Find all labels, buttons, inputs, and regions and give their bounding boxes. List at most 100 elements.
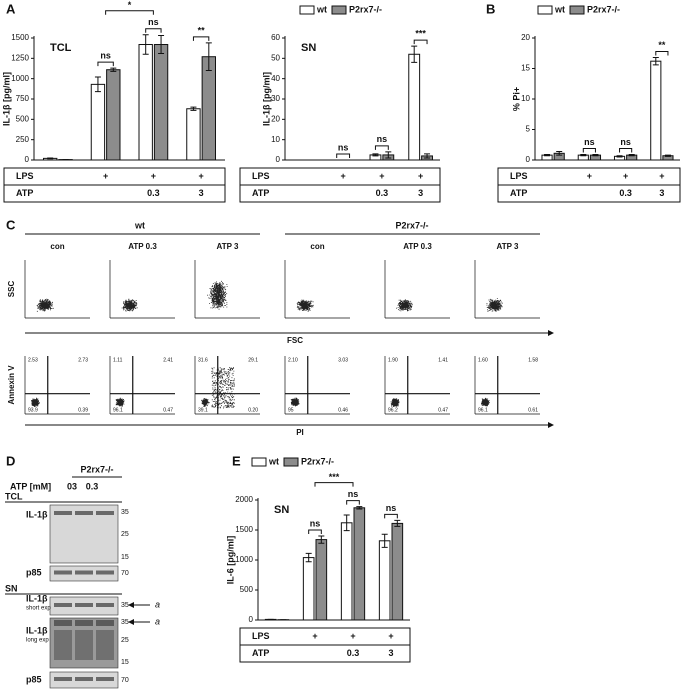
condition-value: 0.3 — [619, 188, 632, 198]
bar — [153, 44, 169, 161]
scatter-cloud — [121, 298, 138, 312]
condition-label: con — [310, 242, 324, 251]
blot-band — [96, 620, 114, 626]
strip-label: p85 — [26, 674, 42, 684]
significance-bracket — [346, 500, 360, 505]
significance-label: * — [128, 0, 132, 10]
group-label: P2rx7-/- — [395, 220, 428, 230]
bar — [201, 56, 216, 161]
quadrant-value: 3.03 — [338, 357, 348, 363]
blot-band — [75, 570, 93, 575]
legend-swatch — [299, 5, 315, 15]
error-bar — [544, 154, 551, 157]
y-tick-label: 50 — [271, 53, 280, 62]
panel-letter: A — [6, 1, 16, 16]
y-tick-label: 0 — [249, 615, 254, 624]
panel-letter: E — [232, 453, 241, 468]
condition-label: LPS — [252, 631, 270, 641]
quadrant-value: 96.2 — [388, 407, 398, 413]
significance-bracket — [655, 51, 669, 56]
quadrant-value: 96.1 — [478, 407, 488, 413]
significance-label: *** — [329, 472, 340, 482]
bar — [138, 44, 153, 161]
quadrant-value: 2.73 — [78, 357, 88, 363]
error-bar — [394, 519, 401, 527]
condition-value: + — [659, 171, 664, 181]
legend-swatch — [331, 5, 347, 15]
quadrant-value: 93.9 — [28, 407, 38, 413]
condition-value: 3 — [199, 188, 204, 198]
significance-bracket — [619, 148, 633, 153]
scatter-cloud — [115, 397, 125, 407]
scatter-cloud — [201, 367, 235, 409]
quadrant-value: 95 — [288, 407, 294, 413]
section-label: TCL — [5, 491, 23, 501]
error-bar — [664, 154, 671, 157]
bar — [650, 60, 662, 161]
condition-value: 0.3 — [147, 188, 160, 198]
arrow-head — [548, 422, 554, 428]
error-bar — [381, 533, 388, 548]
y-tick-label: 1250 — [11, 53, 29, 62]
legend-label: P2rx7-/- — [587, 4, 620, 14]
scatter-cloud — [207, 280, 228, 310]
condition-value: + — [388, 631, 393, 641]
y-tick-label: 0 — [526, 155, 531, 164]
condition-value: + — [418, 171, 423, 181]
chart-title: SN — [301, 42, 316, 54]
condition-label: con — [50, 242, 64, 251]
significance-bracket — [413, 39, 428, 45]
condition-value: + — [340, 171, 345, 181]
condition-value: + — [623, 171, 628, 181]
y-tick-label: 750 — [16, 94, 30, 103]
error-bar — [305, 552, 312, 563]
size-marker: 35 — [121, 619, 129, 626]
strip-label: IL-1β — [26, 509, 48, 519]
condition-label: ATP 3 — [217, 242, 239, 251]
bar — [408, 53, 421, 161]
blot-band — [54, 511, 72, 515]
error-bar — [385, 151, 392, 159]
quadrant-value: 39.1 — [198, 407, 208, 413]
legend-swatch — [569, 5, 585, 15]
axis-label: PI — [296, 428, 304, 437]
size-marker: 25 — [121, 531, 129, 538]
significance-label: ns — [377, 134, 388, 144]
y-axis-label: IL-6 [pg/ml] — [225, 536, 235, 585]
quadrant-value: 31.6 — [198, 357, 208, 363]
group-label: wt — [134, 220, 145, 230]
legend-label: wt — [554, 4, 565, 14]
error-bar — [158, 35, 165, 54]
blot-band — [54, 677, 72, 681]
condition-value: + — [312, 631, 317, 641]
scatter-cloud — [36, 298, 54, 312]
significance-label: ns — [100, 50, 111, 60]
significance-label: ns — [148, 17, 159, 27]
genotype-label: P2rx7-/- — [80, 464, 113, 474]
significance-bracket — [105, 10, 154, 15]
blot-band — [96, 570, 114, 575]
bar — [90, 83, 106, 161]
size-marker: 35 — [121, 509, 129, 516]
significance-bracket — [374, 145, 389, 150]
significance-label: ns — [348, 489, 359, 499]
condition-label: LPS — [510, 171, 528, 181]
y-tick-label: 60 — [271, 33, 280, 42]
blot-band — [96, 630, 114, 660]
bar — [315, 539, 328, 621]
blot-band — [96, 603, 114, 607]
dose-label: 03 — [67, 481, 77, 491]
treatment-label: ATP [mM] — [10, 481, 51, 491]
y-tick-label: 20 — [521, 33, 530, 42]
legend-label: wt — [316, 4, 327, 14]
condition-value: 3 — [418, 188, 423, 198]
error-bar — [356, 506, 363, 510]
blot-band — [54, 570, 72, 575]
quadrant-value: 1.58 — [528, 357, 538, 363]
bar — [353, 507, 366, 621]
panel-letter: B — [486, 1, 495, 16]
quadrant-value: 0.46 — [338, 407, 348, 413]
quadrant-value: 0.47 — [438, 407, 448, 413]
y-tick-label: 250 — [16, 135, 30, 144]
significance-label: ns — [338, 142, 349, 152]
